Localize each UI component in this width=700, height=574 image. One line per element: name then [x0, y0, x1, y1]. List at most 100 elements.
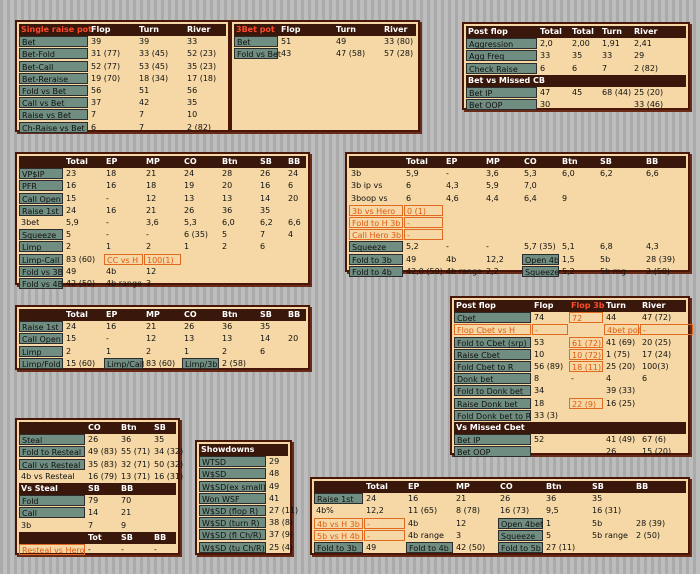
stat-value: 28 [222, 169, 233, 179]
stat-row: 3b vs Hero 0 (1) [349, 204, 686, 217]
stat-value: 37 [91, 98, 102, 108]
stat-value: 6,6 [288, 218, 301, 227]
stat-value: 38 (8) [269, 518, 294, 528]
stat-row: Raise Donk bet 18 22 (9) 16 (25) [454, 397, 686, 410]
stat-value: 5b range [592, 530, 628, 540]
header-cell: Flop [281, 25, 301, 34]
stat-label: Raise vs Bet [19, 109, 88, 121]
stat-label: Squeeze [349, 241, 403, 253]
stat-label: W$SD(ex small) [199, 480, 266, 492]
stat-value: 5 [66, 230, 72, 240]
stat-value: 34 (32) [154, 447, 184, 457]
stat-row: Bet 39 39 33 [19, 36, 226, 48]
header-row: Single raise pot Flop Turn River [19, 24, 226, 36]
stat-row: Raise vs Bet 7 7 10 [19, 109, 226, 121]
stat-label: Fold to Donk bet [454, 385, 531, 397]
stat-label: Fold vs 4B [19, 278, 63, 289]
stat-label: Raise 1st [19, 321, 63, 333]
header-cell: BB [154, 532, 167, 542]
stat-value: 39 [139, 37, 150, 47]
stat-value: 22 (9) [569, 397, 603, 409]
stat-value: 4b [408, 518, 419, 528]
header-cell: Flop [534, 301, 554, 310]
stat-label: WTSD [199, 456, 266, 468]
header-row: Post flop Total Total Turn River [466, 26, 686, 38]
stat-row: 4b% 12,2 11 (65) 8 (78) 16 (73) 9,5 16 (31) [314, 505, 686, 517]
stat-label: Call Hero 3b [349, 229, 403, 241]
stat-value: - [532, 324, 568, 336]
stat-row: W$SD(ex small) 49 [199, 480, 288, 493]
stat-value: 26 [606, 447, 617, 457]
stat-value: 23 [66, 169, 77, 179]
stat-row: Fold Cbet to R 56 (89) 18 (11) 25 (20) 100(3… [454, 361, 686, 373]
header-cell: SB [592, 482, 604, 491]
stat-row: Bet-Reraise 19 (70) 18 (34) 17 (18) [19, 72, 226, 85]
stat-value: 1 [546, 518, 552, 528]
stat-value: 16 (79) [88, 471, 118, 481]
stat-label: 3b [21, 520, 32, 530]
stat-row: Call 14 21 [19, 507, 176, 519]
stat-label: 3bet [21, 218, 40, 227]
stat-value: - [404, 217, 443, 228]
stat-value: 36 [222, 322, 233, 332]
stats-panel: Total EP MP CO Btn SB BB VP$IP 23 18 21 24 28 26 24 PFR… [15, 152, 310, 289]
stat-value: 33 (80) [384, 37, 414, 47]
stat-value: 83 (60) [146, 358, 176, 368]
stat-row: W$SD (flop R) 27 (11) [199, 505, 298, 517]
stat-value: 5,9 [66, 218, 79, 227]
stat-label: Check Raise [466, 62, 537, 74]
stat-label: 3b vs Hero [349, 204, 403, 216]
header-cell: SB [260, 157, 272, 166]
stat-value: 5b [600, 254, 611, 264]
stat-value: 83 (60) [66, 254, 96, 264]
stat-value: 51 [281, 37, 292, 47]
stat-row: Bet 51 49 33 (80) [234, 36, 416, 48]
stat-value: 20 [288, 334, 299, 344]
stat-value: 1 (75) [606, 349, 631, 359]
header-cell: Turn [139, 25, 159, 34]
stat-value: 6 [572, 63, 578, 73]
stat-row: Fold to 3b 49 4b 12,2 Open 4b 1,5 5b 28 (39) [349, 253, 686, 266]
stat-label: Fold to H 3b [349, 217, 403, 228]
stat-value: 16 (25) [606, 398, 636, 408]
stat-value: 4b range [408, 530, 444, 540]
stat-value: 4bet pot [604, 324, 641, 336]
stat-row: Bet-Call 52 (77) 53 (45) 35 (23) [19, 60, 226, 73]
stat-label: Resteal vs Hero [19, 544, 85, 555]
stat-value: 2,2 [486, 266, 499, 276]
stat-row: Raise 1st 24 16 21 26 36 35 [19, 321, 306, 333]
stat-row: Fold to 4b 42,0 (50) 4b range 2,2 Squeeze 5,2… [349, 265, 686, 278]
header-cell: Single raise pot [21, 25, 92, 34]
stat-value: 67 (6) [642, 435, 667, 445]
stat-value: 24 [66, 322, 77, 332]
stat-label: Limp [19, 241, 63, 253]
stat-value: 35 (23) [187, 61, 217, 71]
stat-value: 5,7 (35) [524, 242, 556, 252]
stat-value: 19 (70) [91, 73, 121, 83]
stat-row: Fold Donk bet to R 33 (3) [454, 409, 686, 422]
stat-value: 33 (3) [534, 410, 559, 420]
stat-value: - [106, 334, 109, 344]
stat-value: 18 (11) [569, 361, 603, 372]
stat-label: Limp [19, 345, 63, 357]
header-cell: Total [540, 27, 562, 36]
stat-value: 7,0 [524, 181, 537, 191]
stat-label: W$SD [199, 468, 266, 480]
header-row: CO Btn SB [19, 422, 176, 434]
stat-value: Limp/Call [104, 357, 144, 369]
stat-label: Donk bet [454, 373, 531, 385]
stats-panel: Total EP MP CO Btn SB BB Raise 1st 24 16 21 26 36 35 C… [15, 305, 310, 370]
stat-row: 5b vs H 4b -4b range 3 Squeeze 5 5b range 2 (5… [314, 529, 686, 542]
stat-row: Cbet 74 72 44 47 (72) [454, 312, 686, 324]
stat-value: 5,9 [406, 169, 419, 179]
stat-value: 17 (24) [642, 349, 672, 359]
stat-value: 9 [121, 520, 127, 530]
stat-value: 3 [456, 530, 462, 540]
stat-value: 4b [106, 266, 117, 276]
stat-label: Fold vs Bet [234, 48, 281, 60]
stat-value: 21 [146, 205, 157, 215]
stat-value: 24 [366, 494, 377, 504]
stat-value: 2 (50) [636, 530, 661, 540]
stat-value: 7 [91, 110, 97, 120]
stat-value: 52 (77) [91, 61, 121, 71]
